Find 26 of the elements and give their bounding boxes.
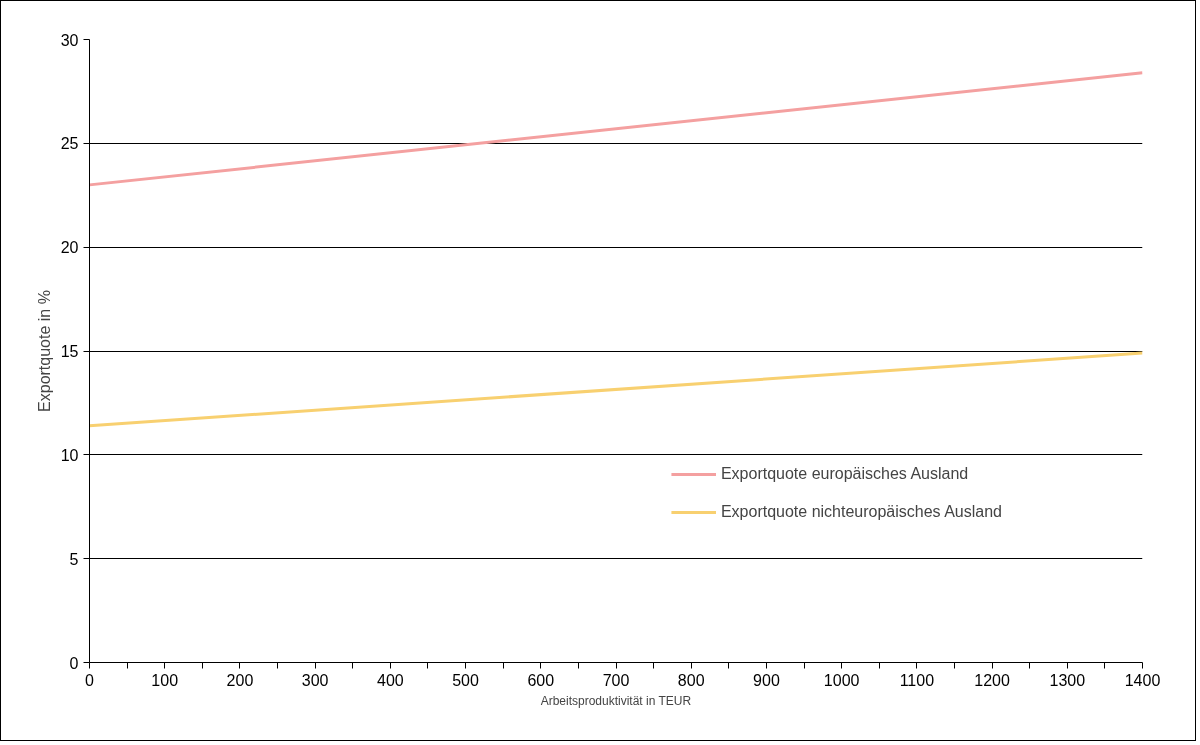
y-tick-label: 5	[69, 550, 79, 568]
x-tick-label: 400	[377, 671, 404, 689]
y-tick-label: 0	[69, 654, 79, 672]
x-tick-label: 1400	[1124, 671, 1161, 689]
y-tick-label: 15	[60, 343, 79, 360]
x-tick-label: 800	[677, 671, 705, 689]
legend-label: Exportquote europäisches Ausland	[720, 465, 969, 483]
y-tick-label: 10	[60, 446, 79, 464]
x-tick-label: 700	[602, 671, 630, 689]
x-tick-label: 1100	[899, 671, 935, 689]
y-tick-label: 30	[60, 31, 79, 49]
x-axis-title: Arbeitsproduktivität in TEUR	[540, 693, 692, 708]
legend-label: Exportquote nichteuropäisches Ausland	[720, 503, 1002, 521]
x-tick-label: 900	[753, 671, 780, 689]
x-tick-label: 1000	[823, 671, 860, 689]
y-axis-title: Exportquote in %	[35, 290, 53, 412]
y-tick-label: 20	[60, 239, 79, 257]
y-tick-label: 25	[60, 135, 79, 153]
x-tick-label: 1300	[1049, 671, 1086, 689]
x-tick-label: 500	[452, 671, 480, 689]
x-tick-label: 600	[527, 671, 555, 689]
x-tick-label: 300	[301, 671, 329, 689]
x-tick-label: 200	[226, 671, 254, 689]
x-tick-label: 1200	[974, 671, 1010, 689]
x-tick-label: 100	[151, 671, 179, 689]
x-tick-label: 0	[85, 671, 95, 689]
